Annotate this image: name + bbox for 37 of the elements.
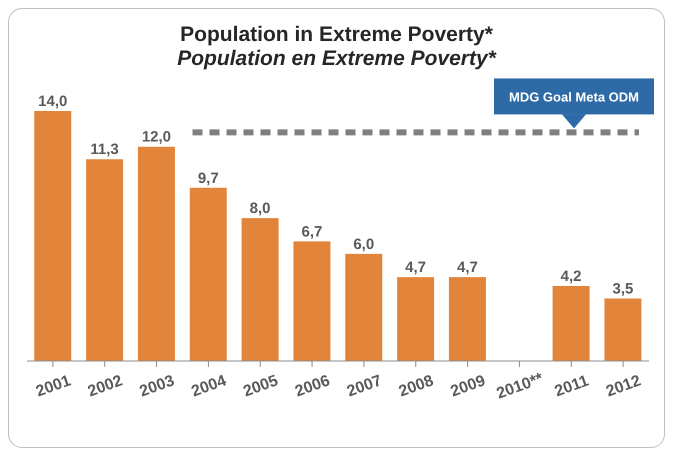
data-label: 12,0 — [142, 128, 172, 146]
chart-subtitle: Population en Extreme Poverty* — [176, 47, 498, 71]
bar — [86, 159, 124, 361]
x-tick-label: 2008 — [396, 372, 436, 400]
data-label: 4,7 — [405, 259, 426, 276]
bar — [552, 286, 590, 361]
data-label: 14,0 — [38, 93, 68, 110]
bar — [293, 241, 330, 361]
ref-line-label: MDG Goal Meta ODM — [508, 89, 640, 104]
bar — [34, 111, 72, 361]
x-tick-label: 2003 — [137, 372, 177, 400]
x-tick-label: 2004 — [189, 372, 229, 400]
x-tick-label: 2012 — [604, 372, 644, 400]
data-label: 6,7 — [301, 223, 322, 240]
data-label: 6,0 — [353, 236, 374, 253]
x-tick-label: 2010** — [494, 370, 546, 403]
data-label: 4,2 — [560, 268, 582, 285]
bar — [242, 218, 279, 361]
bar — [345, 254, 382, 361]
x-tick-label: 2002 — [86, 372, 125, 400]
x-tick-label: 2005 — [241, 372, 280, 400]
data-label: 3,5 — [612, 280, 634, 298]
bar — [190, 188, 227, 361]
x-tick-label: 2007 — [344, 372, 384, 400]
bar — [448, 277, 486, 361]
bar — [604, 298, 642, 361]
x-tick-label: 2009 — [448, 372, 488, 400]
data-label: 8,0 — [250, 200, 271, 218]
x-tick-label: 2001 — [34, 372, 74, 400]
x-tick-label: 2011 — [552, 372, 592, 400]
chart-title: Population in Extreme Poverty* — [179, 23, 494, 47]
data-label: 4,7 — [456, 259, 478, 276]
bar — [138, 146, 175, 361]
bar — [397, 277, 434, 361]
x-tick-label: 2006 — [292, 372, 332, 400]
data-label: 9,7 — [198, 170, 219, 187]
data-label: 11,3 — [90, 141, 119, 158]
